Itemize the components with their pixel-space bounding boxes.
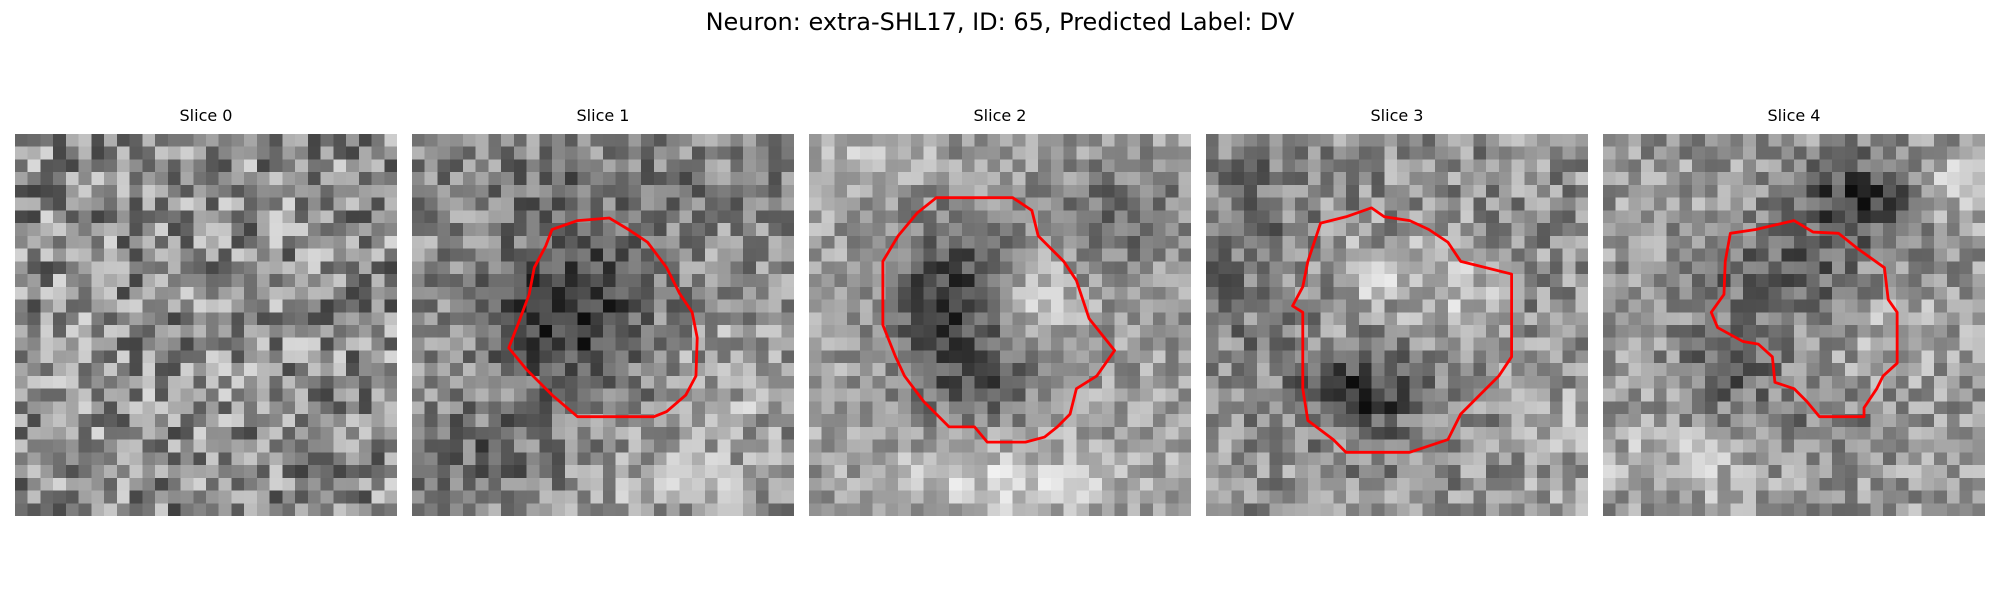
slice-image-4 (1603, 134, 1985, 516)
slice-panel-3: Slice 3 (1206, 134, 1588, 516)
slice-panel-1: Slice 1 (412, 134, 794, 516)
slice-panel-0: Slice 0 (15, 134, 397, 516)
slice-title-1: Slice 1 (412, 106, 794, 126)
slice-panel-2: Slice 2 (809, 134, 1191, 516)
slice-title-4: Slice 4 (1603, 106, 1985, 126)
slice-image-1 (412, 134, 794, 516)
slice-panel-4: Slice 4 (1603, 134, 1985, 516)
slice-title-0: Slice 0 (15, 106, 397, 126)
slice-image-3 (1206, 134, 1588, 516)
figure-title: Neuron: extra-SHL17, ID: 65, Predicted L… (0, 8, 2000, 36)
slice-title-2: Slice 2 (809, 106, 1191, 126)
slice-title-3: Slice 3 (1206, 106, 1588, 126)
slice-image-0 (15, 134, 397, 516)
slice-image-2 (809, 134, 1191, 516)
